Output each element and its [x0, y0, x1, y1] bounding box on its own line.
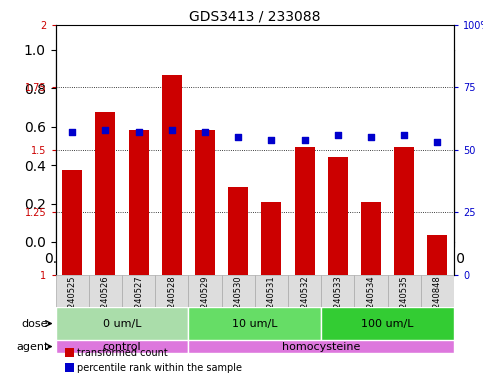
- Bar: [421, 275, 454, 307]
- Point: [400, 132, 408, 138]
- Bar: [261, 202, 281, 275]
- Bar: [427, 235, 447, 275]
- Point: [101, 127, 109, 133]
- Bar: [56, 275, 89, 307]
- Text: GSM240848: GSM240848: [433, 276, 442, 326]
- Point: [201, 129, 209, 136]
- Bar: [128, 130, 149, 275]
- Point: [234, 134, 242, 140]
- Bar: [321, 307, 454, 340]
- Bar: [387, 275, 421, 307]
- Bar: [122, 275, 155, 307]
- Bar: [361, 202, 381, 275]
- Bar: [394, 147, 414, 275]
- Text: GSM240528: GSM240528: [167, 276, 176, 326]
- Bar: [62, 170, 82, 275]
- Text: GSM240530: GSM240530: [234, 276, 242, 326]
- Bar: [162, 75, 182, 275]
- Text: 10 um/L: 10 um/L: [232, 318, 278, 329]
- Bar: [228, 187, 248, 275]
- Point: [434, 139, 441, 146]
- Bar: [328, 157, 348, 275]
- Text: agent: agent: [16, 341, 48, 352]
- Text: dose: dose: [22, 318, 48, 329]
- Bar: [195, 130, 215, 275]
- Point: [268, 137, 275, 143]
- Bar: [155, 275, 188, 307]
- Bar: [295, 147, 314, 275]
- Text: GSM240531: GSM240531: [267, 276, 276, 326]
- Text: GSM240534: GSM240534: [367, 276, 375, 326]
- Bar: [89, 275, 122, 307]
- Text: GSM240525: GSM240525: [68, 276, 77, 326]
- Point: [334, 132, 341, 138]
- Bar: [288, 275, 321, 307]
- Text: 100 um/L: 100 um/L: [361, 318, 414, 329]
- Text: transformed count: transformed count: [77, 348, 168, 358]
- Title: GDS3413 / 233088: GDS3413 / 233088: [189, 10, 321, 24]
- Bar: [56, 307, 188, 340]
- Text: GSM240527: GSM240527: [134, 276, 143, 326]
- Point: [135, 129, 142, 136]
- Text: homocysteine: homocysteine: [282, 341, 360, 352]
- Bar: [188, 307, 321, 340]
- Text: GSM240532: GSM240532: [300, 276, 309, 326]
- Text: GSM240526: GSM240526: [101, 276, 110, 326]
- Bar: [188, 275, 222, 307]
- Text: GSM240533: GSM240533: [333, 276, 342, 326]
- Text: 0 um/L: 0 um/L: [103, 318, 141, 329]
- Bar: [56, 340, 188, 353]
- Point: [301, 137, 309, 143]
- Bar: [321, 275, 355, 307]
- Text: GSM240529: GSM240529: [200, 276, 210, 326]
- Bar: [188, 340, 454, 353]
- Text: control: control: [103, 341, 141, 352]
- Point: [168, 127, 176, 133]
- Text: GSM240535: GSM240535: [400, 276, 409, 326]
- Bar: [355, 275, 387, 307]
- Text: percentile rank within the sample: percentile rank within the sample: [77, 363, 242, 373]
- Point: [68, 129, 76, 136]
- Bar: [255, 275, 288, 307]
- Bar: [222, 275, 255, 307]
- Bar: [95, 113, 115, 275]
- Point: [367, 134, 375, 140]
